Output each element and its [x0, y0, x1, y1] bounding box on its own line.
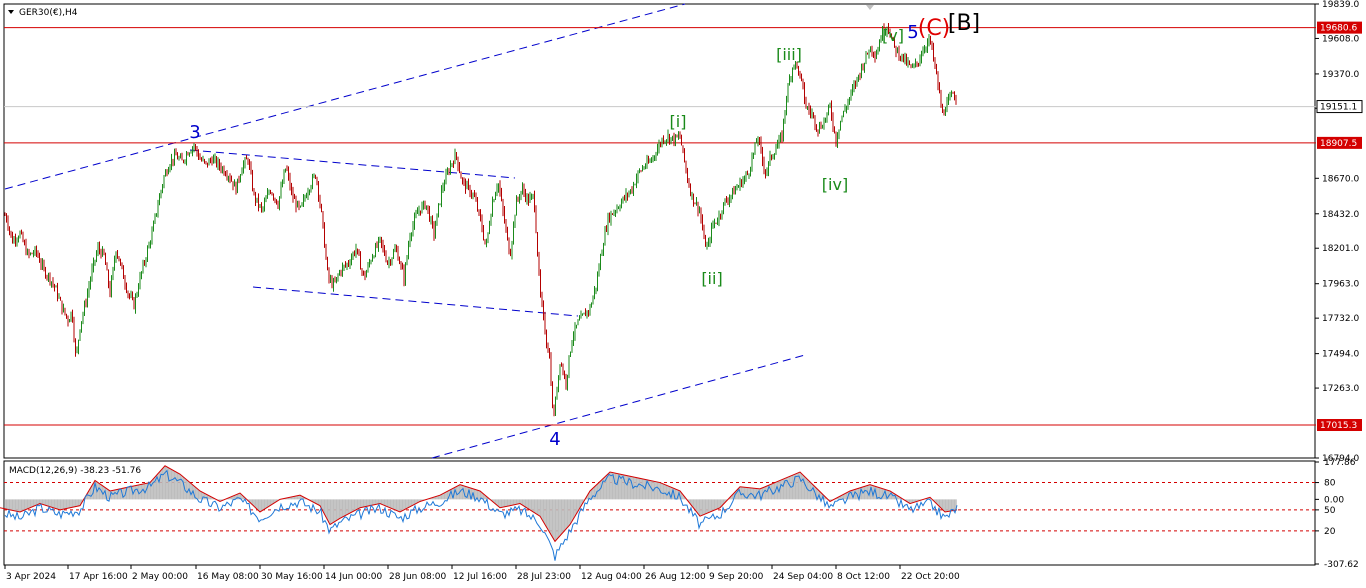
- macd-indicator: [0, 465, 1316, 561]
- scroll-marker-icon[interactable]: [866, 5, 874, 10]
- price-tick-label: 19370.0: [1322, 70, 1359, 80]
- macd-tick-label: 177.86: [1324, 458, 1356, 468]
- level-price-tag: [1317, 21, 1362, 34]
- macd-panel-frame: [3, 460, 1316, 566]
- wave-label: 5: [907, 22, 918, 43]
- wave-label: (C): [918, 16, 951, 41]
- time-tick-label: 16 May 08:00: [197, 572, 259, 582]
- time-tick-label: 26 Aug 12:00: [645, 572, 706, 582]
- time-axis: 3 Apr 2024 17 Apr 16:00 2 May 00:00 16 May …: [4, 565, 960, 582]
- time-tick-label: 30 May 16:00: [261, 572, 323, 582]
- time-tick-label: 17 Apr 16:00: [69, 572, 128, 582]
- price-tick-label: 18670.0: [1322, 174, 1359, 184]
- price-tick-label: 17732.0: [1322, 314, 1359, 324]
- price-tick-label: 17494.0: [1322, 350, 1359, 360]
- main-panel-frame: [3, 3, 1316, 459]
- time-tick-label: 14 Jun 00:00: [325, 572, 382, 582]
- level-price-tag-label: 18907.5: [1320, 139, 1357, 149]
- time-tick-label: 9 Sep 20:00: [709, 572, 764, 582]
- wave-label: [ii]: [701, 269, 722, 288]
- macd-title: MACD(12,26,9) -38.23 -51.76: [9, 466, 141, 476]
- current-price-label: 19151.1: [1320, 103, 1357, 113]
- macd-tick-label: -307.62: [1324, 560, 1359, 570]
- symbol-dropdown-icon[interactable]: [8, 10, 14, 14]
- upper-channel-line: [4, 3, 686, 190]
- time-tick-label: 12 Jul 16:00: [453, 572, 507, 582]
- wave4-lower-line: [252, 286, 579, 317]
- macd-signal-line: [0, 465, 958, 543]
- time-tick-label: 22 Oct 20:00: [901, 572, 960, 582]
- price-tick-label: 16794.0: [1322, 454, 1359, 464]
- wave-label: [iv]: [822, 175, 848, 194]
- wave-label: [iii]: [776, 45, 802, 64]
- symbol-title: GER30(€),H4: [19, 8, 78, 18]
- wave-label: 4: [549, 429, 560, 450]
- wave-label: [v]: [882, 26, 904, 45]
- macd-tick-label: 20: [1324, 527, 1336, 537]
- macd-tick-label: 80: [1324, 479, 1336, 489]
- macd-main-line: [4, 469, 958, 561]
- time-tick-label: 2 May 00:00: [132, 572, 188, 582]
- wave-label: [B]: [948, 11, 980, 36]
- level-price-tag: [1317, 136, 1362, 149]
- price-tick-label: 18432.0: [1322, 210, 1359, 220]
- wave4-upper-line: [189, 149, 516, 179]
- price-tick-label: 19608.0: [1322, 34, 1359, 44]
- candle-layer: [4, 23, 957, 417]
- price-tags: 19680.6 18907.5 17015.3 19151.1: [1316, 21, 1363, 432]
- macd-tick-label: 0.00: [1324, 495, 1344, 505]
- level-price-tag-label: 19680.6: [1320, 24, 1357, 34]
- price-tick-label: 17263.0: [1322, 384, 1359, 394]
- wave-label: 3: [189, 122, 200, 143]
- time-tick-label: 24 Sep 04:00: [773, 572, 833, 582]
- time-tick-label: 8 Oct 12:00: [837, 572, 890, 582]
- trendline-layer: [4, 3, 806, 459]
- time-tick-label: 28 Jun 08:00: [389, 572, 446, 582]
- time-tick-label: 12 Aug 04:00: [581, 572, 642, 582]
- level-price-tag-label: 17015.3: [1320, 421, 1357, 431]
- price-tick-label: 19839.0: [1322, 0, 1359, 10]
- time-tick-label: 3 Apr 2024: [6, 572, 56, 582]
- wave-label: [i]: [670, 112, 687, 131]
- wave-label-layer: 3 4 [i] [ii] [iii] [iv] [v] 5 (C)[B]: [189, 11, 980, 450]
- price-tick-label: 17963.0: [1322, 280, 1359, 290]
- price-axis: 19839.019608.019370.019140.018670.018432…: [1315, 0, 1359, 464]
- current-price-tag: [1316, 100, 1363, 114]
- macd-tick-label: 50: [1324, 506, 1336, 516]
- time-tick-label: 28 Jul 23:00: [517, 572, 571, 582]
- level-price-tag: [1317, 419, 1362, 432]
- price-tick-label: 18201.0: [1322, 244, 1359, 254]
